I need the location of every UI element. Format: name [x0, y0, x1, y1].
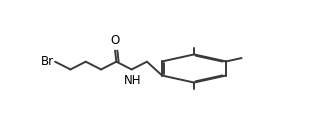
- Text: Br: Br: [41, 55, 54, 68]
- Text: O: O: [111, 34, 120, 47]
- Text: NH: NH: [124, 74, 141, 87]
